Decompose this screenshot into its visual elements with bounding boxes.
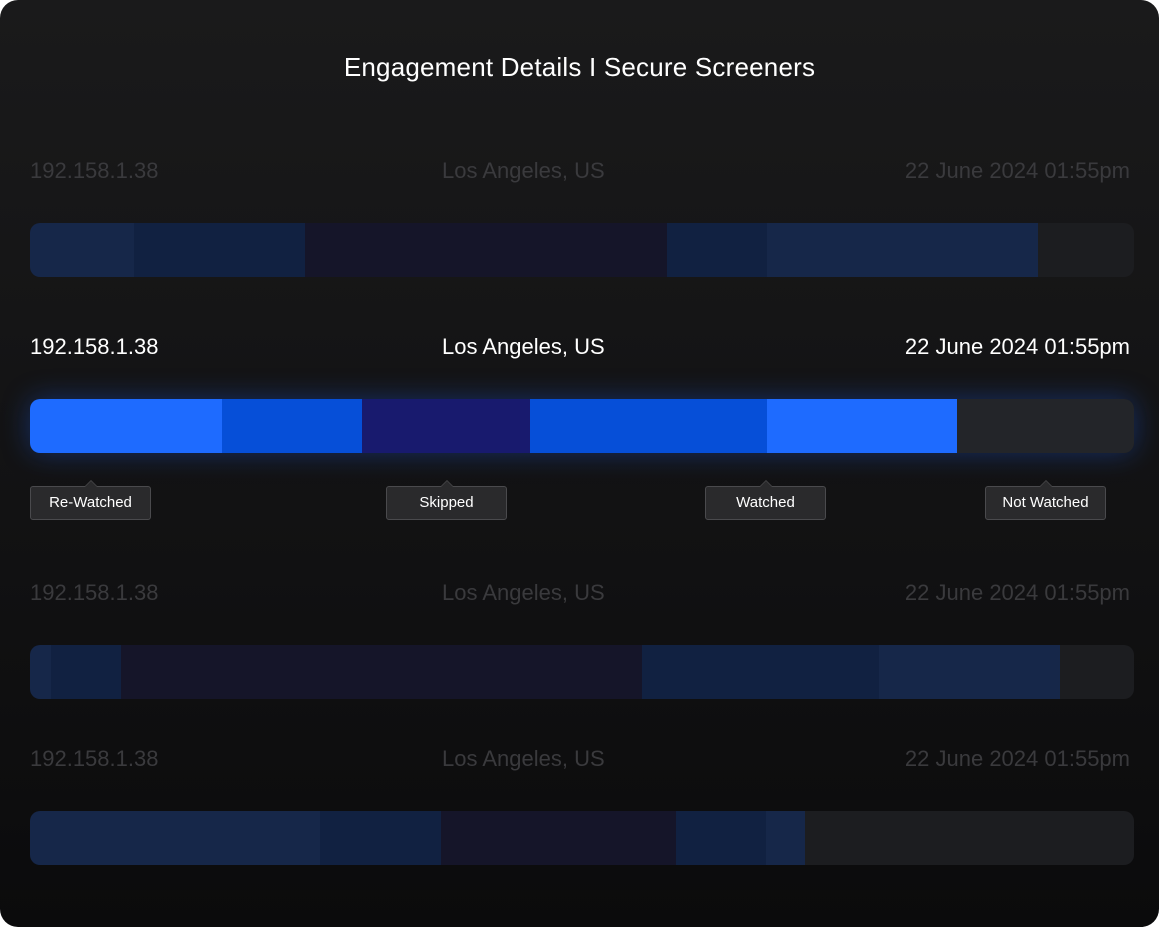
session-ip: 192.158.1.38 (30, 746, 159, 771)
segment-not-watched[interactable] (1060, 645, 1134, 699)
session-row-1[interactable]: 192.158.1.38 Los Angeles, US 22 June 202… (30, 158, 1130, 188)
session-location: Los Angeles, US (442, 334, 605, 359)
engagement-bar-2[interactable] (30, 399, 1134, 453)
segment-watched[interactable] (641, 645, 879, 699)
segment-skipped[interactable] (440, 811, 676, 865)
session-timestamp: 22 June 2024 01:55pm (904, 158, 1130, 183)
segment-watched[interactable] (133, 223, 305, 277)
session-row-2[interactable]: 192.158.1.38 Los Angeles, US 22 June 202… (30, 334, 1130, 364)
segment-rewatched[interactable] (767, 399, 958, 453)
session-timestamp: 22 June 2024 01:55pm (904, 334, 1130, 359)
segment-not-watched[interactable] (1037, 223, 1134, 277)
segment-watched[interactable] (666, 223, 768, 277)
segment-rewatched[interactable] (766, 811, 805, 865)
engagement-bar-4[interactable] (30, 811, 1134, 865)
session-location: Los Angeles, US (442, 746, 605, 771)
segment-rewatched[interactable] (30, 811, 321, 865)
segment-watched[interactable] (222, 399, 363, 453)
segment-rewatched[interactable] (878, 645, 1060, 699)
segment-rewatched[interactable] (767, 223, 1038, 277)
segment-watched[interactable] (530, 399, 768, 453)
legend-skipped-tag: Skipped (386, 480, 507, 520)
session-ip: 192.158.1.38 (30, 334, 159, 359)
segment-watched[interactable] (675, 811, 767, 865)
engagement-bar-1[interactable] (30, 223, 1134, 277)
legend-not-watched-tag: Not Watched (985, 480, 1106, 520)
page-title: Engagement Details I Secure Screeners (343, 52, 816, 82)
segment-not-watched[interactable] (957, 399, 1134, 453)
session-row-4[interactable]: 192.158.1.38 Los Angeles, US 22 June 202… (30, 746, 1130, 776)
segment-skipped[interactable] (362, 399, 531, 453)
session-location: Los Angeles, US (442, 580, 605, 605)
session-ip: 192.158.1.38 (30, 580, 159, 605)
session-location: Los Angeles, US (442, 158, 605, 183)
session-ip: 192.158.1.38 (30, 158, 159, 183)
segment-rewatched[interactable] (30, 399, 223, 453)
engagement-bar-3[interactable] (30, 645, 1134, 699)
segment-watched[interactable] (320, 811, 441, 865)
session-row-3[interactable]: 192.158.1.38 Los Angeles, US 22 June 202… (30, 580, 1130, 610)
segment-skipped[interactable] (120, 645, 642, 699)
session-timestamp: 22 June 2024 01:55pm (904, 580, 1130, 605)
segment-rewatched[interactable] (30, 223, 134, 277)
segment-rewatched[interactable] (30, 645, 51, 699)
legend-watched-tag: Watched (705, 480, 826, 520)
legend-rewatched-tag: Re-Watched (30, 480, 151, 520)
segment-skipped[interactable] (304, 223, 667, 277)
segment-watched[interactable] (50, 645, 121, 699)
segment-not-watched[interactable] (804, 811, 1134, 865)
session-timestamp: 22 June 2024 01:55pm (904, 746, 1130, 771)
